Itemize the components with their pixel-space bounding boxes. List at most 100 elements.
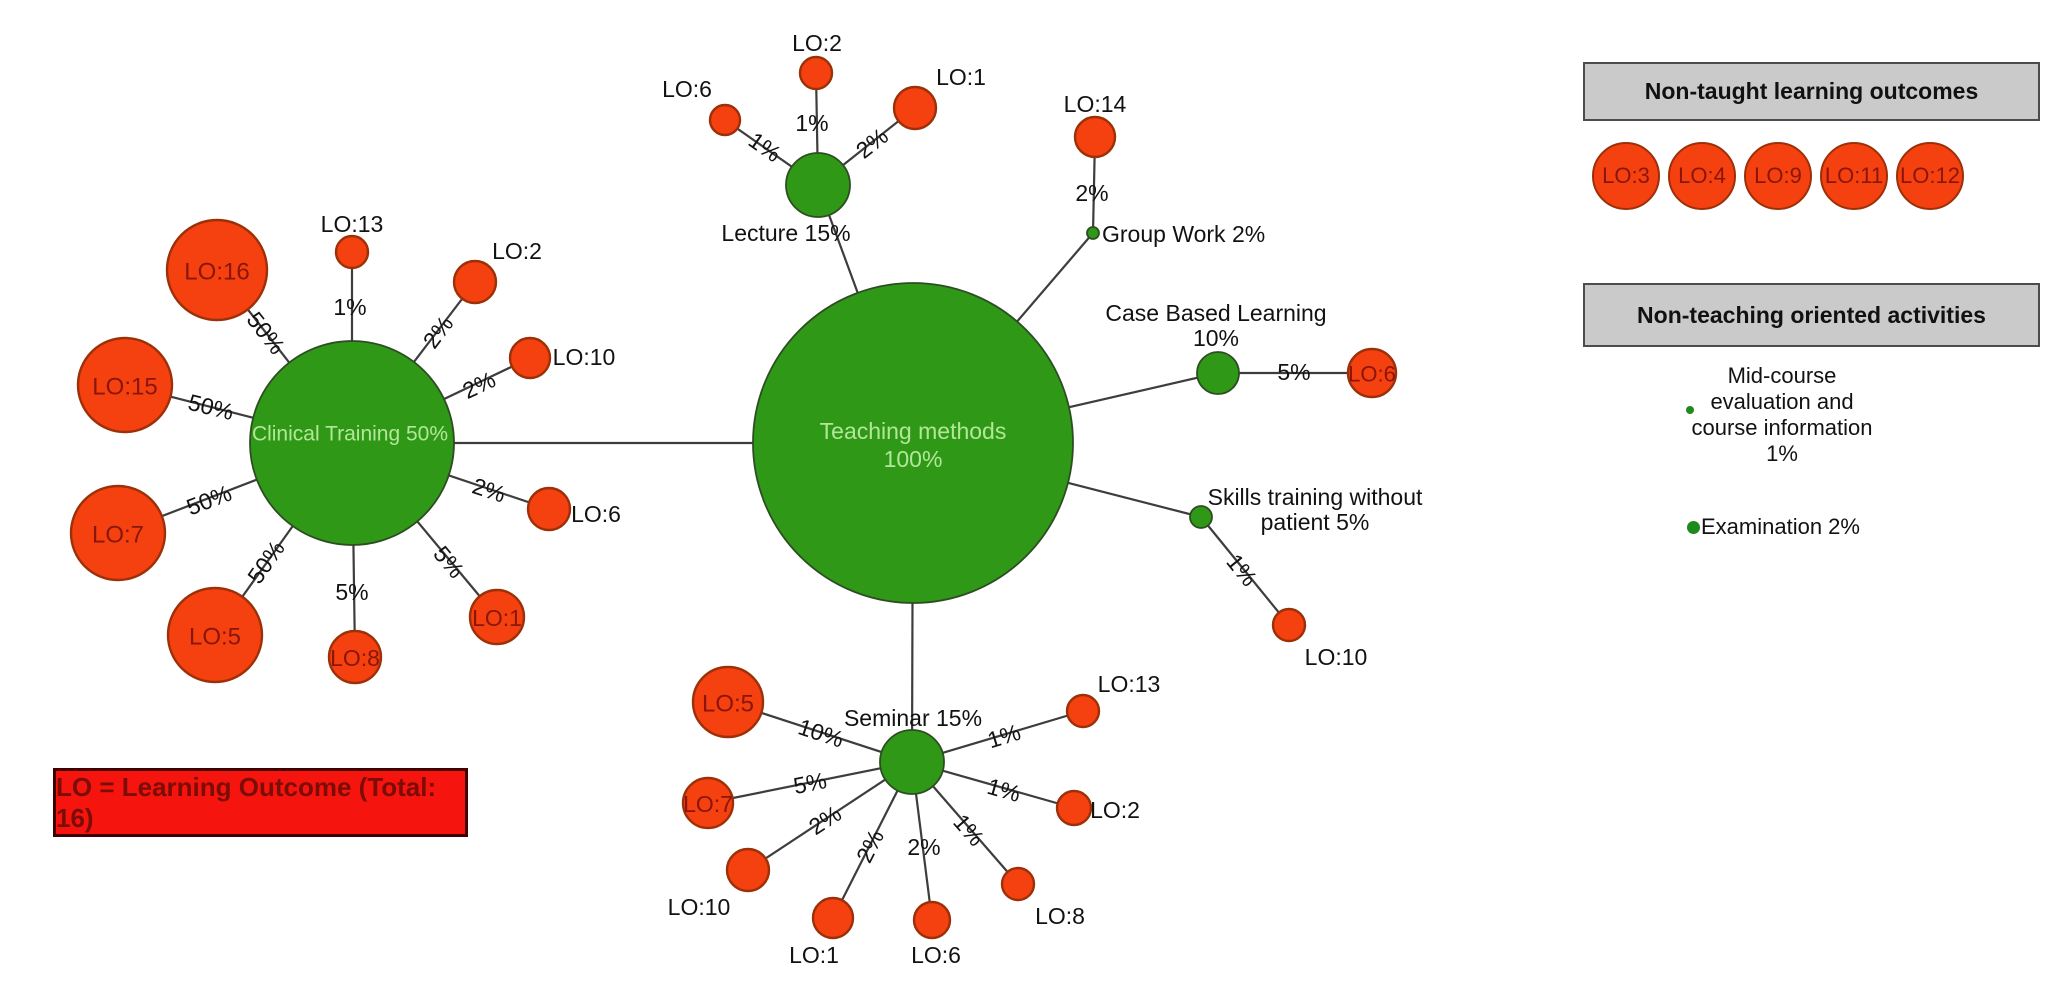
node-s_lo10 (1271, 607, 1307, 643)
non-taught-outcome-lo-3: LO:3 (1592, 142, 1660, 210)
node-se_lo10 (725, 847, 771, 893)
node-se_lo7 (681, 776, 735, 830)
node-se_lo2 (1055, 789, 1093, 827)
node-label-c_lo6: LO:6 (1348, 362, 1396, 387)
node-label-cl_lo7: LO:7 (92, 521, 144, 548)
node-cl_lo5 (166, 586, 264, 684)
non-taught-outcome-lo-12: LO:12 (1896, 142, 1964, 210)
node-label-cl_lo1: LO:1 (472, 605, 522, 631)
node-cl_lo15 (76, 336, 174, 434)
node-label-skills-0: Skills training without (1208, 484, 1423, 510)
node-l_lo6 (708, 103, 742, 137)
node-label-teaching-0: Teaching methods (820, 418, 1007, 444)
node-label-cl_lo8: LO:8 (330, 645, 380, 671)
node-label-se_lo5: LO:5 (702, 690, 754, 717)
node-se_lo6 (912, 900, 952, 940)
midcourse-activity-line-3: 1% (1766, 441, 1798, 466)
node-label-cl_lo10: LO:10 (553, 344, 616, 370)
edge-label-seminar-se_lo10: 2% (804, 800, 846, 840)
edge-label-lecture-l_lo6: 1% (744, 127, 786, 167)
edge-label-seminar-se_lo2: 1% (984, 773, 1023, 807)
edge-label-clinical-cl_lo8: 5% (335, 579, 368, 605)
edge-label-clinical-cl_lo6: 2% (469, 473, 509, 508)
node-label-groupwork: Group Work 2% (1102, 221, 1265, 247)
node-cl_lo2 (452, 259, 498, 305)
non-taught-title: Non-taught learning outcomes (1644, 78, 1979, 104)
non-taught-outcome-lo-11: LO:11 (1820, 142, 1888, 210)
edge-label-seminar-se_lo1: 2% (851, 825, 889, 866)
non-taught-outcomes-row: LO:3 LO:4 LO:9 LO:11 LO:12 (1592, 142, 1964, 210)
node-label-cbl-1: 10% (1193, 325, 1239, 351)
edge-label-seminar-se_lo7: 5% (791, 767, 829, 799)
node-lecture (785, 152, 851, 218)
nodes-layer (69, 55, 1398, 940)
edge-label-seminar-se_lo5: 10% (795, 714, 847, 753)
node-label-g_lo14: LO:14 (1064, 91, 1127, 117)
node-label-skills-1: patient 5% (1261, 509, 1370, 535)
edge-label-clinical-cl_lo5: 50% (242, 536, 290, 589)
edge-label-cbl-c_lo6: 5% (1277, 359, 1310, 385)
node-label-lecture: Lecture 15% (721, 220, 850, 246)
node-label-l_lo2: LO:2 (792, 30, 842, 56)
node-skills (1189, 505, 1213, 529)
examination-dot (1687, 521, 1700, 534)
node-label-se_lo10: LO:10 (668, 894, 731, 920)
node-label-cl_lo15: LO:15 (92, 373, 157, 400)
node-cl_lo10 (508, 336, 552, 380)
node-se_lo13 (1065, 693, 1101, 729)
node-label-cl_lo13: LO:13 (321, 211, 384, 237)
node-l_lo1 (892, 85, 938, 131)
edge-skills-s_lo10 (1200, 516, 1290, 626)
non-teaching-title: Non-teaching oriented activities (1637, 301, 1986, 328)
non-taught-outcome-lo-9: LO:9 (1744, 142, 1812, 210)
node-cl_lo7 (69, 484, 167, 582)
node-label-teaching-1: 100% (884, 446, 943, 472)
node-cbl (1196, 351, 1240, 395)
midcourse-activity-line-2: course information (1691, 415, 1873, 440)
non-taught-outcome-lo-4: LO:4 (1668, 142, 1736, 210)
legend-text: LO = Learning Outcome (Total: 16) (56, 771, 437, 833)
node-c_lo6 (1346, 347, 1398, 399)
node-label-cl_lo2: LO:2 (492, 238, 542, 264)
node-se_lo1 (811, 896, 855, 940)
node-clinical (249, 340, 455, 546)
node-l_lo2 (798, 55, 834, 91)
node-cl_lo1 (468, 588, 526, 646)
edge-label-clinical-cl_lo10: 2% (458, 366, 499, 404)
node-cl_lo16 (165, 218, 269, 322)
node-label-se_lo7: LO:7 (683, 791, 733, 817)
node-label-se_lo8: LO:8 (1035, 903, 1085, 929)
node-label-se_lo1: LO:1 (789, 942, 839, 968)
node-cl_lo6 (526, 486, 572, 532)
node-g_lo14 (1073, 115, 1117, 159)
node-label-seminar: Seminar 15% (844, 705, 982, 731)
node-teaching (752, 282, 1074, 604)
edge-label-clinical-cl_lo15: 50% (186, 389, 237, 425)
node-label-cl_lo5: LO:5 (189, 623, 241, 650)
edge-seminar-se_lo7 (707, 760, 913, 805)
node-label-l_lo1: LO:1 (936, 64, 986, 90)
node-label-cbl-0: Case Based Learning (1105, 300, 1326, 326)
edge-label-clinical-cl_lo16: 50% (242, 307, 291, 359)
non-teaching-header: Non-teaching oriented activities (1583, 283, 2040, 347)
edge-label-groupwork-g_lo14: 2% (1075, 180, 1108, 206)
node-label-clinical: Clinical Training 50% (252, 422, 448, 445)
edge-label-clinical-cl_lo13: 1% (333, 294, 366, 320)
legend-box: LO = Learning Outcome (Total: 16) (53, 768, 468, 837)
node-label-cl_lo6: LO:6 (571, 501, 621, 527)
node-seminar (879, 729, 945, 795)
node-label-l_lo6: LO:6 (662, 76, 712, 102)
node-groupwork (1086, 226, 1100, 240)
node-cl_lo13 (334, 234, 370, 270)
examination-activity-label: Examination 2% (1701, 514, 1860, 539)
edge-label-lecture-l_lo1: 2% (851, 123, 893, 164)
midcourse-activity-label: Mid-course evaluation and course informati… (1662, 363, 1902, 467)
edge-label-seminar-se_lo6: 2% (907, 834, 940, 860)
midcourse-activity-line-1: evaluation and (1710, 389, 1854, 414)
midcourse-activity-line-0: Mid-course (1727, 363, 1837, 388)
node-label-cl_lo16: LO:16 (184, 258, 249, 285)
midcourse-dot (1686, 406, 1694, 414)
node-label-se_lo6: LO:6 (911, 942, 961, 968)
